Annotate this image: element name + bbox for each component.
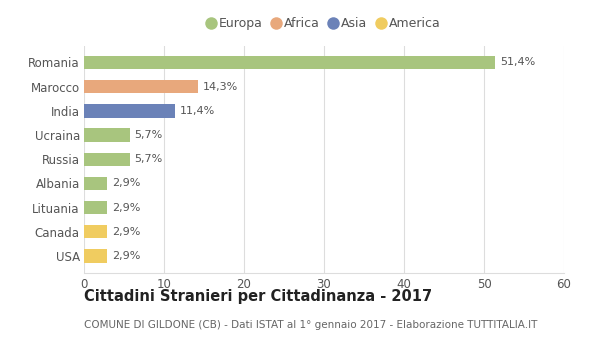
Text: 2,9%: 2,9% [112,203,140,213]
Bar [84,104,175,118]
Bar [84,80,199,93]
Text: COMUNE DI GILDONE (CB) - Dati ISTAT al 1° gennaio 2017 - Elaborazione TUTTITALIA: COMUNE DI GILDONE (CB) - Dati ISTAT al 1… [84,320,538,330]
Text: Cittadini Stranieri per Cittadinanza - 2017: Cittadini Stranieri per Cittadinanza - 2… [84,289,432,304]
Bar [84,153,130,166]
Text: 2,9%: 2,9% [112,227,140,237]
Bar [84,56,495,69]
Bar [84,225,107,238]
Bar [84,201,107,214]
Legend: Europa, Africa, Asia, America: Europa, Africa, Asia, America [208,17,440,30]
Text: 14,3%: 14,3% [203,82,238,92]
Bar [84,128,130,142]
Text: 5,7%: 5,7% [134,154,163,164]
Text: 2,9%: 2,9% [112,178,140,188]
Text: 11,4%: 11,4% [180,106,215,116]
Bar [84,249,107,262]
Bar [84,177,107,190]
Text: 51,4%: 51,4% [500,57,535,68]
Text: 5,7%: 5,7% [134,130,163,140]
Text: 2,9%: 2,9% [112,251,140,261]
